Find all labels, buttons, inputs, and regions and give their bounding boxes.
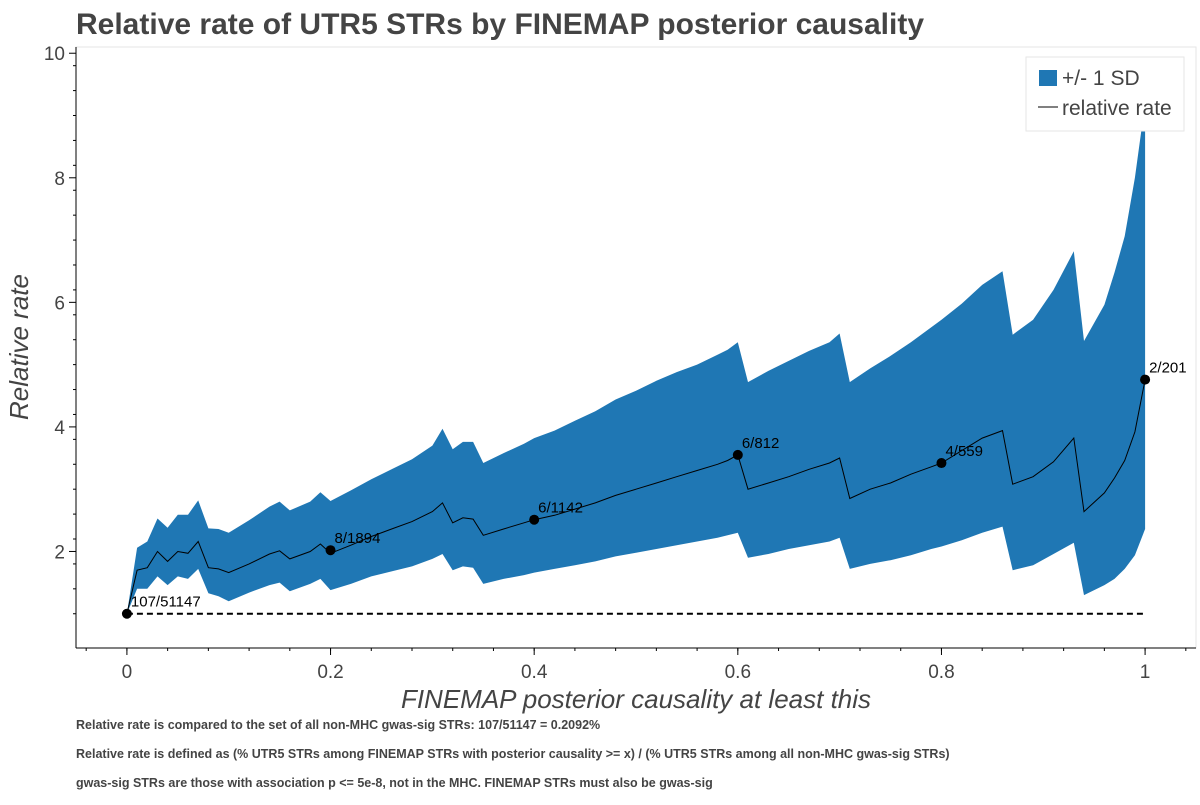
- sd-band-layer: [126, 103, 1146, 614]
- legend: +/- 1 SD relative rate: [1025, 56, 1185, 132]
- y-tick-label: 8: [54, 169, 65, 190]
- data-point: [732, 449, 743, 460]
- footnote-2: Relative rate is defined as (% UTR5 STRs…: [76, 747, 950, 761]
- x-tick-label: 0.8: [928, 662, 954, 683]
- y-tick-label: 10: [44, 44, 65, 65]
- data-point: [936, 458, 947, 469]
- chart-title: Relative rate of UTR5 STRs by FINEMAP po…: [76, 8, 924, 41]
- legend-box: [1025, 56, 1185, 132]
- points-layer: 107/51147 8/1894 6/1142 6/812 4/559 2/201: [121, 360, 1187, 619]
- footnotes: Relative rate is compared to the set of …: [76, 718, 1186, 805]
- point-label: 6/1142: [538, 500, 583, 517]
- point-label: 2/201: [1149, 360, 1187, 377]
- legend-line-label: relative rate: [1062, 97, 1172, 120]
- data-point: [121, 608, 132, 619]
- relative-rate-line: [126, 379, 1146, 614]
- data-point: [325, 545, 336, 556]
- footnote-1: Relative rate is compared to the set of …: [76, 718, 601, 732]
- data-point: [1140, 374, 1151, 385]
- y-axis-label: Relative rate: [4, 274, 34, 420]
- x-tick-label: 0.2: [317, 662, 343, 683]
- data-point: [529, 514, 540, 525]
- legend-band-label: +/- 1 SD: [1062, 67, 1140, 90]
- x-tick-label: 0: [122, 662, 133, 683]
- y-tick-label: 4: [54, 418, 65, 439]
- point-label: 8/1894: [335, 530, 381, 547]
- y-tick-label: 6: [54, 293, 65, 314]
- point-label: 107/51147: [131, 594, 201, 611]
- x-tick-label: 0.6: [725, 662, 751, 683]
- x-axis-label: FINEMAP posterior causality at least thi…: [401, 684, 871, 714]
- legend-band-swatch: [1039, 70, 1057, 86]
- y-tick-label: 2: [54, 542, 65, 563]
- axes-layer: 0 0.2 0.4 0.6 0.8 1 2 4 6 8 10: [44, 44, 1196, 683]
- relative-rate-line-layer: [126, 379, 1146, 614]
- chart: Relative rate of UTR5 STRs by FINEMAP po…: [4, 8, 1197, 714]
- x-tick-label: 0.4: [521, 662, 548, 683]
- point-label: 6/812: [742, 435, 780, 452]
- sd-band: [126, 103, 1146, 614]
- footnote-3: gwas-sig STRs are those with association…: [76, 776, 713, 790]
- x-tick-label: 1: [1140, 662, 1151, 683]
- point-label: 4/559: [945, 443, 983, 460]
